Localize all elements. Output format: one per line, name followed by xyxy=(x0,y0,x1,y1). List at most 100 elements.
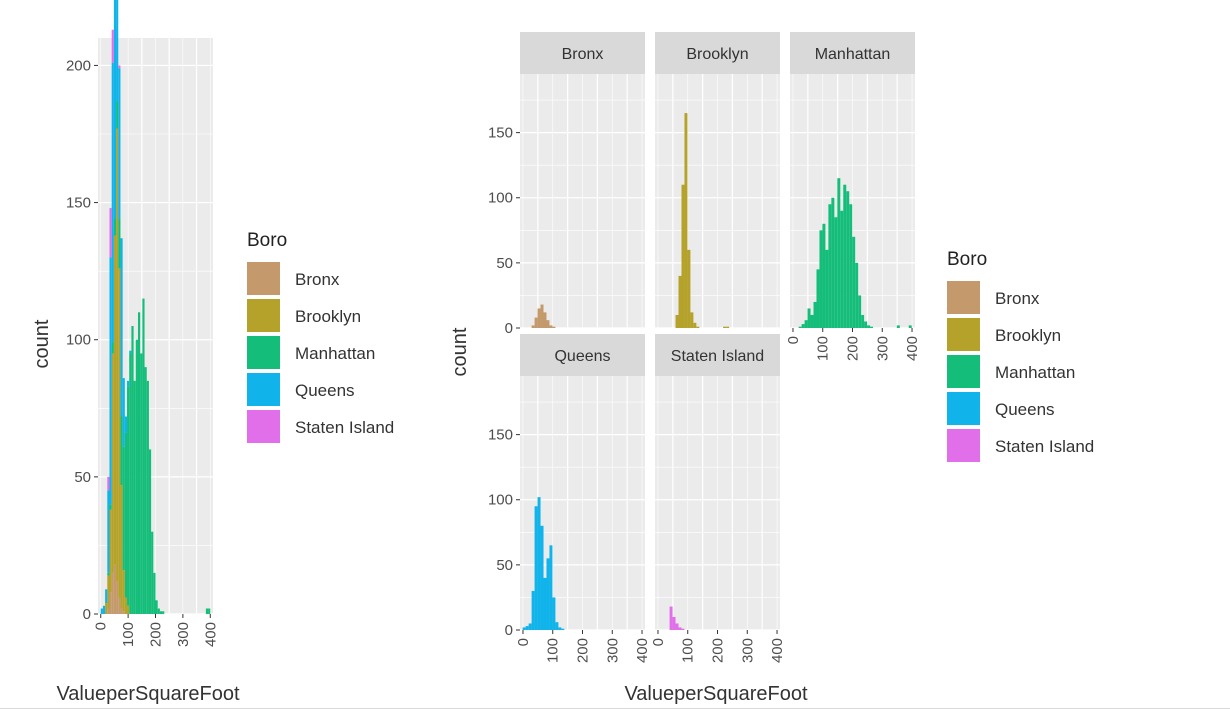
facet-manhattan-x-tick-label: 400 xyxy=(904,336,921,361)
left-bronx-bar xyxy=(118,597,121,614)
left-manhattan-bar xyxy=(109,504,112,510)
left-manhattan-bar xyxy=(208,608,211,614)
bottom-divider xyxy=(0,708,1230,709)
legend-label: Queens xyxy=(295,381,355,400)
facet-bronx-bar xyxy=(543,312,547,328)
left-queens-bar xyxy=(120,238,123,417)
left-manhattan-bar xyxy=(159,611,163,614)
legend-item: Queens xyxy=(247,373,355,406)
facet-strip-label-manhattan: Manhattan xyxy=(815,46,891,63)
left-brooklyn-bar xyxy=(120,485,123,609)
legend-swatch xyxy=(247,373,280,406)
facet-queens-x-tick-label: 200 xyxy=(575,638,592,663)
facet-brooklyn-bar xyxy=(684,113,688,328)
left-chart-y-tick-label: 200 xyxy=(66,57,91,74)
left-chart-y-tick-label: 100 xyxy=(66,332,91,349)
facet-staten-island-bar xyxy=(669,606,673,630)
facet-bronx-bar xyxy=(534,317,538,328)
facet-manhattan-x-tick-label: 100 xyxy=(815,336,832,361)
left-manhattan-bar xyxy=(116,101,119,129)
facet-manhattan-bar xyxy=(858,295,862,328)
facet-strip-manhattan xyxy=(790,32,915,74)
left-queens-bar xyxy=(127,380,130,387)
facet-staten-island-bar xyxy=(675,623,679,630)
facet-manhattan-bar xyxy=(834,217,838,328)
facet-manhattan-bar xyxy=(810,314,814,328)
left-manhattan-bar xyxy=(162,611,165,614)
facet-queens-x-tick-label: 0 xyxy=(515,638,532,646)
facet-manhattan-bar xyxy=(864,321,868,328)
facet-queens-bar xyxy=(540,525,544,630)
legend-item: Brooklyn xyxy=(247,299,361,332)
facet-queens-bar xyxy=(552,597,556,630)
facet-manhattan-bar xyxy=(798,326,802,328)
left-bronx-bar xyxy=(111,572,114,614)
facet-queens-x-tick-label: 300 xyxy=(604,638,621,663)
legend-item: Bronx xyxy=(947,281,1040,314)
left-manhattan-bar xyxy=(205,608,209,614)
left-queens-bar xyxy=(111,62,114,343)
left-queens-bar xyxy=(105,589,108,604)
facet-manhattan-bar xyxy=(855,262,859,328)
left-brooklyn-bar xyxy=(111,353,114,573)
facet-staten-island-x-tick-label: 400 xyxy=(769,638,786,663)
left-manhattan-bar xyxy=(120,416,123,486)
legend-label: Staten Island xyxy=(995,437,1094,456)
facet-staten-island-bar xyxy=(678,627,682,630)
facet-queens-y-tick-label: 150 xyxy=(488,427,513,444)
left-queens-bar xyxy=(118,68,121,220)
facet-staten-island-bar xyxy=(681,628,685,630)
left-chart-x-tick-label: 300 xyxy=(175,622,192,647)
facet-queens-bar xyxy=(531,590,535,630)
legend-title: Boro xyxy=(947,249,987,270)
left-chart-y-tick-label: 0 xyxy=(83,606,91,623)
left-chart-x-tick-label: 400 xyxy=(202,622,219,647)
legend-label: Bronx xyxy=(995,289,1040,308)
left-manhattan-bar xyxy=(127,386,130,606)
left-queens-bar xyxy=(109,257,112,505)
facet-brooklyn-bar xyxy=(681,184,685,328)
facet-staten-island-x-tick-label: 200 xyxy=(710,638,727,663)
facet-manhattan-bar xyxy=(804,320,808,328)
left-queens-bar xyxy=(116,0,119,102)
legend-swatch xyxy=(247,262,280,295)
facet-bronx-y-tick-label: 100 xyxy=(488,190,513,207)
legend-title: Boro xyxy=(247,230,287,251)
left-manhattan-bar xyxy=(155,600,158,614)
legend: Boro Bronx Brooklyn Manhattan Queens Staten I… xyxy=(247,230,394,443)
facet-manhattan-bar xyxy=(801,324,805,328)
facet-manhattan-x-tick-label: 200 xyxy=(845,336,862,361)
facet-manhattan-bar xyxy=(867,325,871,328)
facet-brooklyn-bar xyxy=(687,249,691,328)
left-manhattan-bar xyxy=(111,342,114,354)
facet-queens-bar xyxy=(534,506,538,630)
facet-manhattan-bar xyxy=(837,178,841,328)
facet-bronx-y-tick-label: 50 xyxy=(496,255,513,272)
facet-strip-label-staten-island: Staten Island xyxy=(671,348,764,365)
left-queens-bar xyxy=(102,605,106,614)
facet-manhattan-x-tick-label: 300 xyxy=(874,336,891,361)
facet-queens-x-tick-label: 400 xyxy=(634,638,651,663)
facet-manhattan-bar xyxy=(870,326,874,328)
facet-manhattan-bar xyxy=(831,197,835,328)
left-manhattan-bar xyxy=(146,380,149,614)
facet-bronx-bar xyxy=(540,304,544,328)
facet-strip-staten-island xyxy=(655,334,780,376)
left-manhattan-bar xyxy=(135,339,138,614)
facet-queens-bar xyxy=(561,628,565,630)
facet-manhattan-bar xyxy=(849,204,853,328)
facet-queens-bar xyxy=(549,545,553,630)
facet-staten-island-panel: 0 100 200 300 400 xyxy=(650,376,786,663)
facet-brooklyn-panel xyxy=(655,74,780,329)
left-brooklyn-bar xyxy=(118,268,121,598)
left-manhattan-bar xyxy=(142,298,145,614)
facet-staten-island-x-tick-label: 0 xyxy=(650,638,667,646)
left-bronx-bar xyxy=(122,611,125,614)
facet-strip-queens xyxy=(520,334,645,376)
facet-manhattan-bar xyxy=(825,249,829,328)
left-queens-bar xyxy=(124,416,128,433)
facet-manhattan-bar xyxy=(896,325,900,328)
right-y-axis-title: count xyxy=(449,327,471,376)
facet-manhattan-bar xyxy=(846,191,850,328)
